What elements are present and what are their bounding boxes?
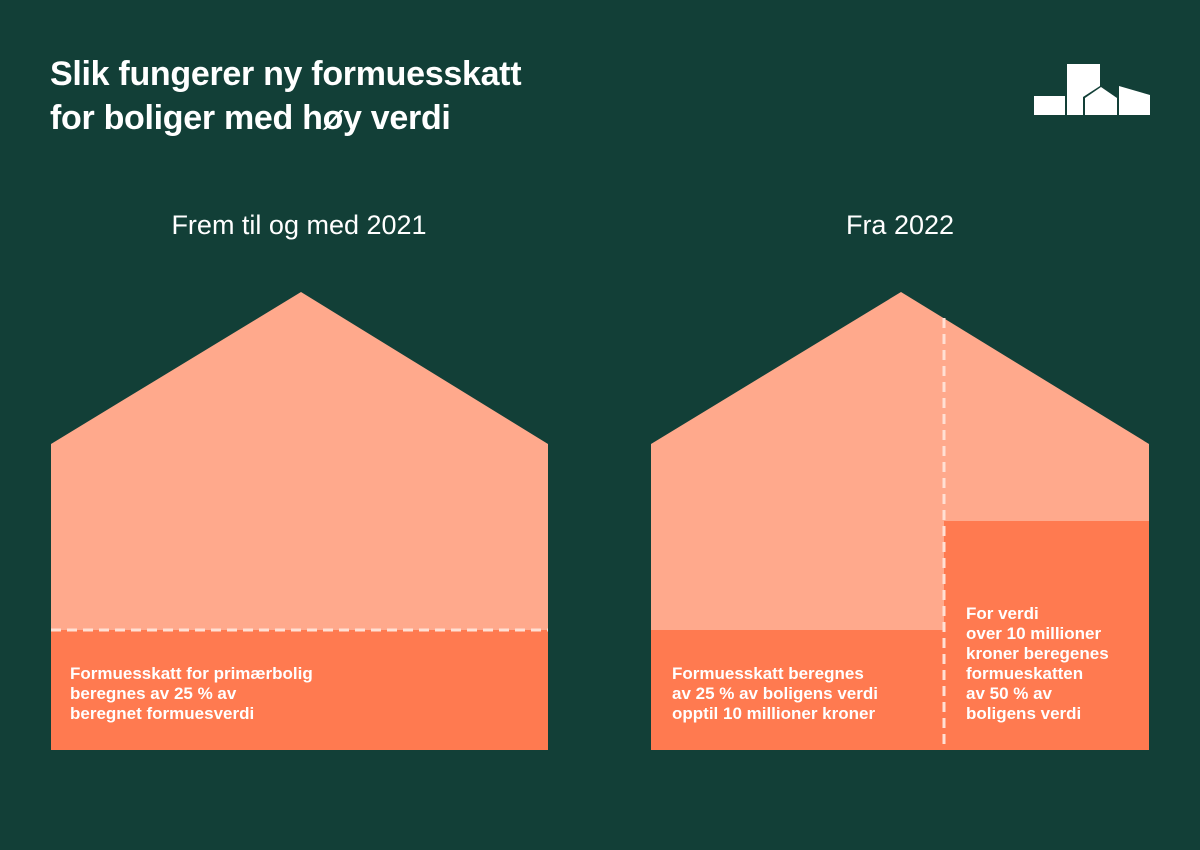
- house-taxed-area: [51, 630, 548, 750]
- heading-before-2022: Frem til og med 2021: [171, 210, 427, 240]
- text-line: beregnes av 25 % av: [70, 684, 237, 703]
- text-line: kroner beregenes: [966, 644, 1109, 663]
- text-line: over 10 millioner: [966, 624, 1102, 643]
- title-line-1: Slik fungerer ny formuesskatt: [50, 55, 522, 93]
- text-line: Formuesskatt beregnes: [672, 664, 864, 683]
- text-line: formueskatten: [966, 664, 1084, 683]
- house-from-2022: [651, 292, 1149, 750]
- text-line: av 25 % av boligens verdi: [672, 684, 878, 703]
- text-line: Formuesskatt for primærbolig: [70, 664, 313, 683]
- text-from-2022-under-10m: Formuesskatt beregnes av 25 % av boligen…: [672, 664, 878, 724]
- house-taxed-area-50: [944, 521, 1149, 750]
- text-before-2022: Formuesskatt for primærbolig beregnes av…: [70, 664, 313, 724]
- page-title: Slik fungerer ny formuesskatt for boliger…: [50, 52, 522, 140]
- house-before-2022: [51, 292, 548, 750]
- text-line: boligens verdi: [966, 704, 1082, 723]
- title-line-2: for boliger med høy verdi: [50, 99, 451, 137]
- text-line: For verdi: [966, 604, 1039, 623]
- houses-logo-icon: [1034, 64, 1150, 115]
- text-from-2022-over-10m: For verdi over 10 millioner kroner bereg…: [966, 604, 1109, 724]
- heading-from-2022: Fra 2022: [845, 210, 955, 240]
- house-taxed-area-25: [651, 630, 944, 750]
- text-line: opptil 10 millioner kroner: [672, 704, 876, 723]
- text-line: av 50 % av: [966, 684, 1053, 703]
- text-line: beregnet formuesverdi: [70, 704, 255, 723]
